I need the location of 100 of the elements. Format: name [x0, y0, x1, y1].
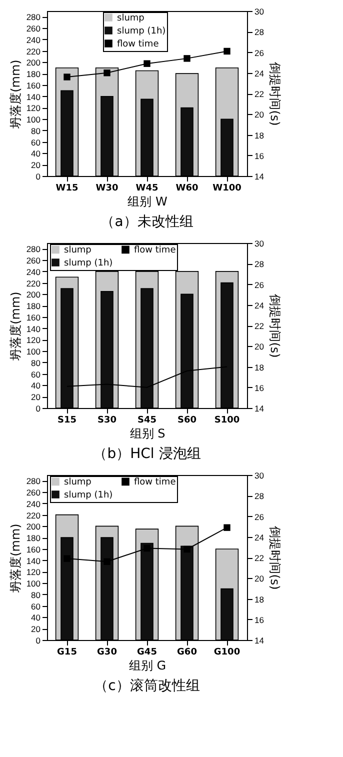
- legend-label: flow time: [117, 40, 160, 50]
- legend-label: slump (1h): [64, 490, 113, 500]
- y2-tick-label: 14: [254, 404, 264, 414]
- y-tick-label: 40: [31, 612, 41, 623]
- y-tick-label: 100: [26, 114, 41, 125]
- point: [144, 60, 150, 67]
- y-tick-label: 20: [31, 160, 41, 170]
- x-tick-label: G45: [137, 648, 157, 658]
- y-tick-label: 40: [31, 380, 41, 391]
- y-tick-label: 220: [26, 278, 41, 288]
- legend-label: slump: [64, 478, 92, 488]
- y-tick-label: 180: [26, 301, 41, 312]
- point: [224, 524, 230, 531]
- y-tick-label: 280: [26, 476, 41, 486]
- y2-tick-label: 28: [254, 491, 264, 502]
- x-tick-label: W15: [56, 184, 78, 194]
- y2-tick-label: 18: [254, 362, 264, 372]
- y-tick-label: 240: [26, 34, 41, 45]
- x-tick-label: G15: [57, 648, 77, 658]
- y-tick-label: 80: [31, 590, 41, 600]
- y-tick-label: 260: [26, 256, 41, 266]
- y-tick-label: 140: [26, 324, 41, 334]
- x-tick-label: G30: [97, 648, 117, 658]
- y2-tick-label: 18: [254, 130, 264, 140]
- y-tick-label: 120: [26, 335, 41, 346]
- y-tick-label: 100: [26, 578, 41, 589]
- point: [104, 70, 110, 76]
- y-tick-label: 60: [31, 601, 41, 612]
- x-tick-label: W60: [176, 184, 198, 194]
- x-tick-label: G60: [177, 648, 197, 658]
- y2-tick-label: 28: [254, 27, 264, 38]
- y-tick-label: 100: [26, 346, 41, 357]
- text: （c）滚筒改性组: [94, 678, 200, 694]
- y-tick-label: 220: [26, 46, 41, 56]
- legend-label: slump: [117, 14, 145, 24]
- y2-axis-title: 倒提时间(s): [268, 62, 282, 126]
- y2-tick-label: 22: [254, 321, 264, 331]
- x-tick-label: S100: [214, 416, 240, 426]
- y-tick-label: 160: [26, 80, 41, 90]
- x-tick-label: S60: [177, 416, 197, 426]
- y-tick-label: 140: [26, 556, 41, 566]
- y2-tick-label: 14: [254, 172, 264, 182]
- y2-tick-label: 26: [254, 48, 264, 58]
- y2-tick-label: 18: [254, 594, 264, 604]
- y-tick-label: 120: [26, 103, 41, 114]
- y2-tick-label: 24: [254, 68, 264, 78]
- y2-tick-label: 16: [254, 382, 264, 393]
- x-tick-label: S45: [137, 416, 157, 426]
- y2-tick-label: 28: [254, 259, 264, 270]
- x-tick-label: S15: [57, 416, 77, 426]
- y-tick-label: 0: [36, 636, 41, 646]
- x-tick-label: W30: [96, 184, 118, 194]
- y-tick-label: 60: [31, 137, 41, 148]
- y-tick-label: 140: [26, 92, 41, 102]
- y2-tick-label: 26: [254, 280, 264, 290]
- x-axis-title: 组别 W: [128, 194, 168, 208]
- y2-axis-title: 倒提时间(s): [268, 294, 282, 358]
- y-tick-label: 240: [26, 266, 41, 277]
- text: （a）未改性组: [100, 214, 194, 230]
- y-tick-label: 0: [36, 172, 41, 182]
- y-tick-label: 20: [31, 392, 41, 402]
- y-tick-label: 280: [26, 244, 41, 254]
- y2-tick-label: 24: [254, 300, 264, 310]
- y2-tick-label: 30: [254, 6, 264, 16]
- x-tick-label: W45: [136, 184, 158, 194]
- y-tick-label: 220: [26, 510, 41, 520]
- y-tick-label: 180: [26, 533, 41, 544]
- x-tick-label: G100: [214, 648, 240, 658]
- y-tick-label: 60: [31, 369, 41, 380]
- y-axis-title: 坍落度(mm): [8, 292, 22, 362]
- x-axis-title: 组别 S: [130, 426, 166, 440]
- y-tick-label: 200: [26, 58, 41, 68]
- point: [184, 546, 190, 553]
- y-axis-title: 坍落度(mm): [8, 524, 22, 594]
- point: [144, 544, 150, 552]
- point: [64, 74, 70, 80]
- y-tick-label: 0: [36, 404, 41, 414]
- text: （b）HCl 浸泡组: [93, 446, 201, 462]
- y2-tick-label: 22: [254, 553, 264, 563]
- y2-axis-title: 倒提时间(s): [268, 526, 282, 590]
- legend-label: slump: [64, 246, 92, 256]
- y-tick-label: 200: [26, 290, 41, 300]
- y2-tick-label: 16: [254, 614, 264, 625]
- y-tick-label: 240: [26, 498, 41, 509]
- y2-tick-label: 30: [254, 470, 264, 480]
- y2-tick-label: 20: [254, 110, 264, 120]
- y-tick-label: 280: [26, 12, 41, 22]
- y2-tick-label: 26: [254, 512, 264, 522]
- y2-tick-label: 30: [254, 238, 264, 248]
- y2-tick-label: 24: [254, 532, 264, 542]
- y-tick-label: 260: [26, 488, 41, 498]
- y-tick-label: 80: [31, 358, 41, 368]
- y-tick-label: 40: [31, 148, 41, 159]
- y-tick-label: 160: [26, 544, 41, 554]
- y-tick-label: 260: [26, 24, 41, 34]
- y-tick-label: 120: [26, 567, 41, 578]
- y-axis-title: 坍落度(mm): [8, 60, 22, 130]
- y2-tick-label: 20: [254, 342, 264, 352]
- point: [224, 48, 230, 55]
- x-tick-label: W100: [212, 184, 242, 194]
